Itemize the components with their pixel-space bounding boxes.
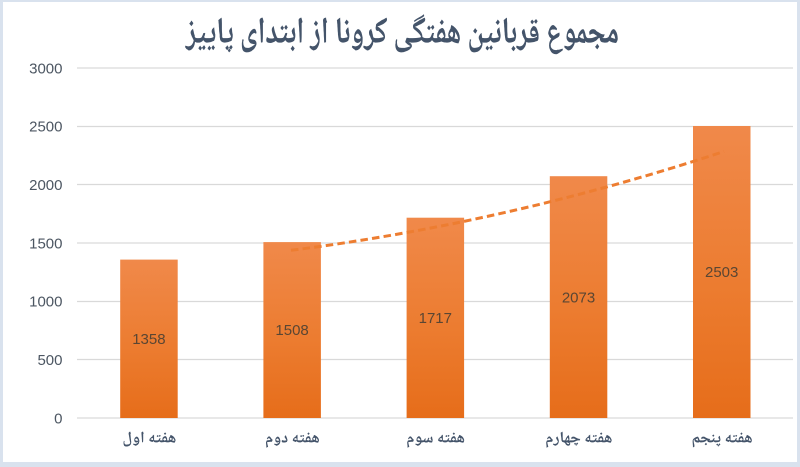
svg-text:0: 0 xyxy=(54,410,62,427)
svg-text:3000: 3000 xyxy=(29,60,62,77)
svg-text:1500: 1500 xyxy=(29,235,62,252)
svg-text:2500: 2500 xyxy=(29,119,62,136)
svg-text:2073: 2073 xyxy=(562,289,595,306)
svg-text:1000: 1000 xyxy=(29,294,62,311)
svg-text:1717: 1717 xyxy=(419,310,452,327)
svg-text:500: 500 xyxy=(37,352,62,369)
svg-text:1508: 1508 xyxy=(275,322,308,339)
svg-text:2503: 2503 xyxy=(705,264,738,281)
svg-text:1358: 1358 xyxy=(132,331,165,348)
svg-text:2000: 2000 xyxy=(29,177,62,194)
